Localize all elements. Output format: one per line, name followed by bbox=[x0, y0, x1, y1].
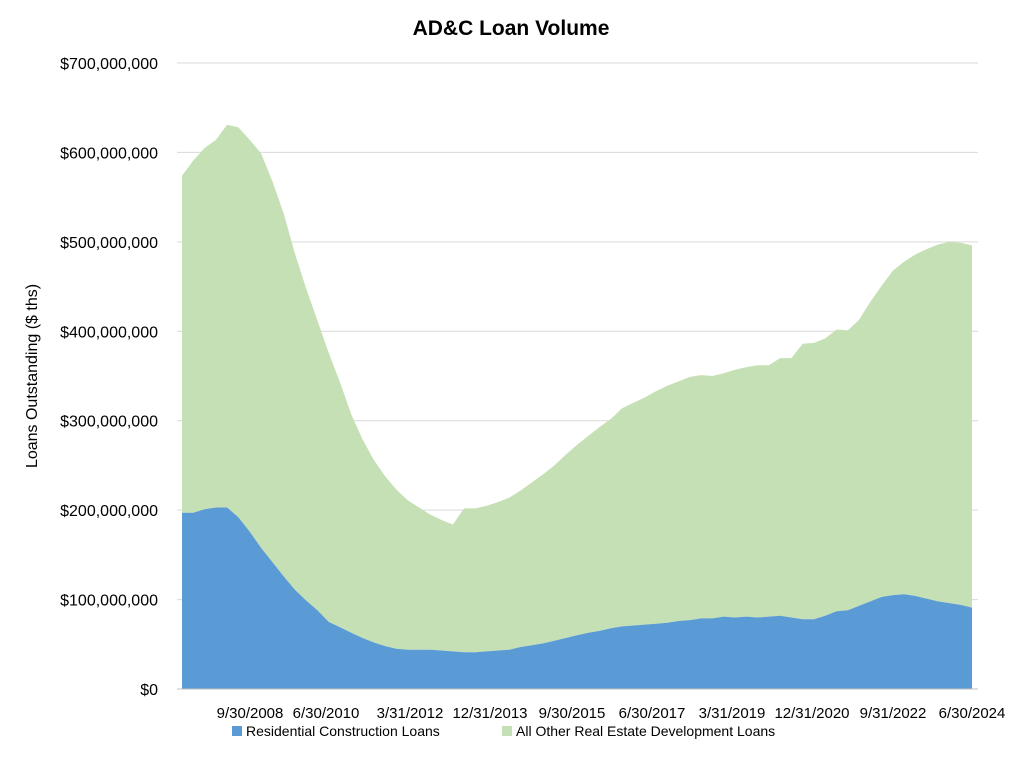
y-tick-label: $500,000,000 bbox=[60, 235, 158, 252]
x-tick-label: 6/30/2017 bbox=[619, 705, 686, 722]
x-tick-label: 6/30/2010 bbox=[293, 705, 360, 722]
y-axis-label: Loans Outstanding ($ ths) bbox=[24, 284, 41, 468]
y-tick-label: $200,000,000 bbox=[60, 503, 158, 520]
x-tick-labels: 9/30/2008 6/30/2010 3/31/2012 12/31/2013 9/3… bbox=[217, 705, 1006, 722]
y-tick-label: $0 bbox=[140, 682, 158, 699]
series-area-other-development bbox=[182, 124, 972, 653]
chart-title: AD&C Loan Volume bbox=[413, 17, 610, 40]
x-tick-label: 9/31/2022 bbox=[860, 705, 927, 722]
legend: Residential Construction Loans All Other … bbox=[232, 723, 775, 739]
x-tick-label: 12/31/2020 bbox=[774, 705, 849, 722]
x-tick-label: 12/31/2013 bbox=[452, 705, 527, 722]
y-tick-label: $100,000,000 bbox=[60, 593, 158, 610]
x-tick-label: 3/31/2012 bbox=[377, 705, 444, 722]
areas bbox=[182, 124, 972, 689]
legend-label-other-development: All Other Real Estate Development Loans bbox=[516, 723, 775, 739]
legend-swatch-residential bbox=[232, 726, 242, 736]
x-tick-label: 3/31/2019 bbox=[699, 705, 766, 722]
y-tick-label: $700,000,000 bbox=[60, 56, 158, 73]
y-tick-labels: $0 $100,000,000 $200,000,000 $300,000,000 $4… bbox=[60, 56, 158, 699]
series-area-residential bbox=[182, 507, 972, 689]
y-tick-label: $300,000,000 bbox=[60, 414, 158, 431]
y-tick-label: $400,000,000 bbox=[60, 324, 158, 341]
legend-swatch-other-development bbox=[502, 726, 512, 736]
x-tick-label: 9/30/2015 bbox=[539, 705, 606, 722]
x-tick-label: 9/30/2008 bbox=[217, 705, 284, 722]
legend-label-residential: Residential Construction Loans bbox=[246, 723, 440, 739]
x-tick-label: 6/30/2024 bbox=[939, 705, 1006, 722]
y-tick-label: $600,000,000 bbox=[60, 145, 158, 162]
